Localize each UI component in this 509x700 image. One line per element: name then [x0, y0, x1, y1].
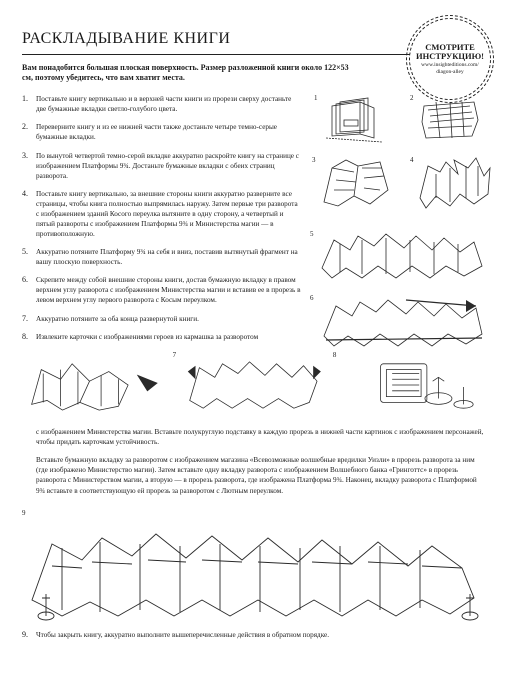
illustration-8 — [342, 351, 487, 421]
illustration-7a — [22, 351, 167, 421]
illustration-2 — [416, 94, 488, 146]
step-7: 7.Аккуратно потяните за оба конца развер… — [22, 314, 302, 325]
step-4: 4.Поставьте книгу вертикально, за внешни… — [22, 189, 302, 239]
illustration-4 — [416, 154, 494, 214]
instruction-badge: СМОТРИТЕ ИНСТРУКЦИЮ! www.insighteditions… — [409, 18, 491, 100]
illustration-3 — [318, 154, 396, 214]
illustration-9 — [22, 520, 487, 630]
step-2: 2.Переверните книгу и из ее нижней части… — [22, 122, 302, 142]
illustration-6 — [316, 292, 488, 354]
badge-url: www.insighteditions.com/ — [421, 62, 479, 68]
illustration-1 — [322, 94, 394, 146]
illus-label-9: 9 — [22, 509, 26, 517]
step-5: 5.Аккуратно потяните Платформу 9¾ на себ… — [22, 247, 302, 267]
illustration-5 — [316, 228, 488, 284]
badge-line1: СМОТРИТЕ — [425, 43, 475, 52]
illus-label-5: 5 — [310, 230, 314, 239]
intro-text: Вам понадобится большая плоская поверхно… — [22, 63, 352, 85]
steps-list: 1.Поставьте книгу вертикально и в верхне… — [22, 94, 302, 343]
illus-label-4: 4 — [410, 156, 414, 165]
step-8-p2: Вставьте бумажную вкладку за разворотом … — [22, 455, 487, 495]
illus-label-1: 1 — [314, 94, 318, 103]
step-9: 9.Чтобы закрыть книгу, аккуратно выполни… — [22, 630, 487, 641]
illus-label-3: 3 — [312, 156, 316, 165]
step-9-list: 9.Чтобы закрыть книгу, аккуратно выполни… — [22, 630, 487, 641]
illus-label-2: 2 — [410, 94, 414, 103]
step-8: 8.Извлеките карточки с изображениями гер… — [22, 332, 302, 343]
content-area: 1 2 3 4 5 — [22, 94, 487, 641]
badge-line2: ИНСТРУКЦИЮ! — [416, 52, 484, 61]
illustration-7b — [182, 351, 327, 421]
badge-url2: diagon-alley — [436, 69, 464, 75]
step-3: 3.По вынутой четвертой темно-серой вклад… — [22, 151, 302, 181]
step-1: 1.Поставьте книгу вертикально и в верхне… — [22, 94, 302, 114]
step-6: 6.Скрепите между собой внешние стороны к… — [22, 275, 302, 305]
illus-label-7: 7 — [173, 351, 177, 360]
steps-continued: с изображением Министерства магии. Встав… — [22, 427, 487, 495]
step-8-cont: с изображением Министерства магии. Встав… — [22, 427, 487, 447]
illus-label-6: 6 — [310, 294, 314, 303]
mid-illustrations: 7 8 — [22, 351, 487, 421]
